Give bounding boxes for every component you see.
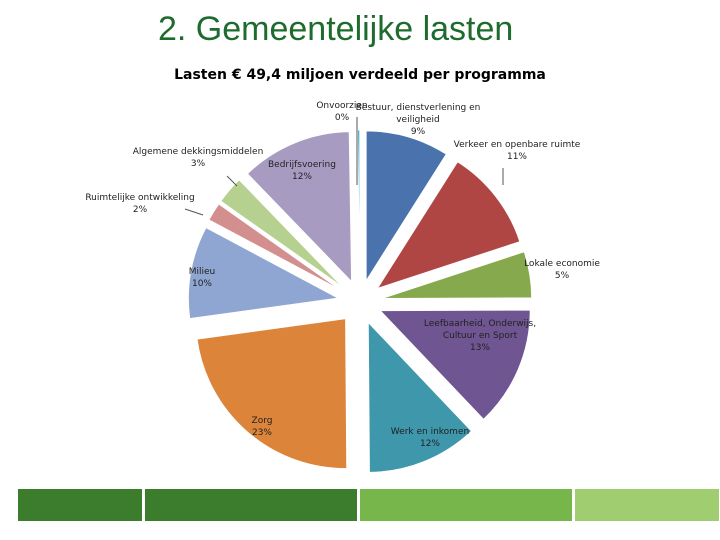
slide-title: 2. Gemeentelijke lasten [158,10,514,48]
pie-slice [376,161,521,290]
slice-label: Onvoorzien 0% [316,101,367,123]
slice-label: Ruimtelijke ontwikkeling 2% [85,193,194,215]
slice-label: Verkeer en openbare ruimte 11% [454,140,581,162]
slice-label: Zorg 23% [252,416,273,438]
pie-slice [246,131,353,283]
pie-slice [379,309,531,421]
footer-segment [575,489,719,521]
slice-label: Bestuur, dienstverlening en veiligheid 9% [356,103,481,137]
slice-labels: Bestuur, dienstverlening en veiligheid 9% V… [85,101,600,449]
leader-line [226,175,238,187]
slice-label: Milieu 10% [189,267,216,289]
slice-label: Bedrijfsvoering 12% [268,160,336,182]
pie-slice [187,226,340,320]
pie-slice [381,251,533,299]
pie-slice [365,130,448,283]
slice-label: Algemene dekkingsmiddelen 3% [133,147,264,169]
footer-segment [145,489,357,521]
slice-label: Werk en inkomen 12% [391,427,469,449]
slice-label: Leefbaarheid, Onderwijs, Cultuur en Sport… [424,319,536,353]
leader-lines [184,117,504,216]
pie-slice [220,179,344,289]
slice-label: Lokale economie 5% [524,259,600,281]
footer-segment [360,489,572,521]
leader-line [184,208,204,216]
pie-slice [208,203,342,291]
pie-slices [187,129,533,473]
pie-slice [356,129,361,281]
footer-bar [18,489,719,521]
pie-slice [367,321,473,473]
pie-slice [196,318,348,470]
footer-segment [18,489,142,521]
chart-title: Lasten € 49,4 miljoen verdeeld per progr… [174,67,546,83]
